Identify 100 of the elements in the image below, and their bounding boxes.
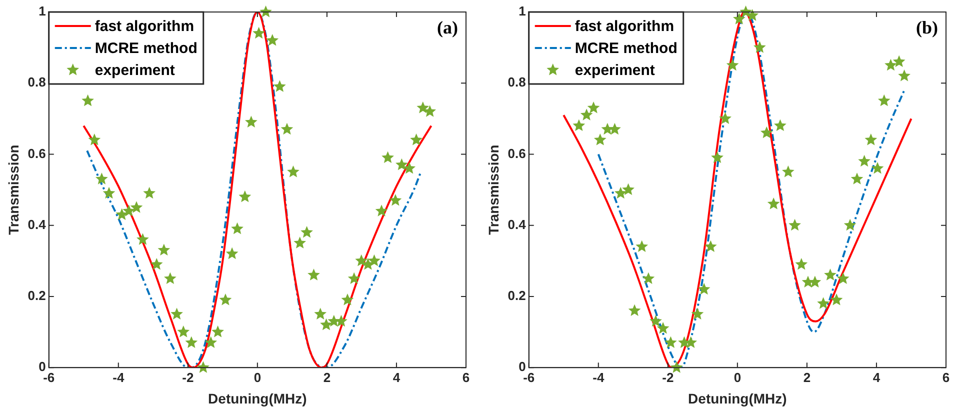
point <box>185 336 198 348</box>
x-tick-label: -4 <box>112 370 125 385</box>
point <box>878 94 890 106</box>
point <box>231 222 244 234</box>
point <box>355 254 368 266</box>
y-tick-label: 0 <box>518 359 526 374</box>
point <box>698 282 710 295</box>
x-tick-label: 2 <box>803 370 811 385</box>
point <box>164 272 176 284</box>
point <box>830 294 843 306</box>
y-tick-label: 0.4 <box>508 216 527 232</box>
point <box>382 151 394 164</box>
annotation: (a) <box>437 18 458 38</box>
point <box>150 258 163 270</box>
x-tick-label: 0 <box>254 370 262 385</box>
y-tick-label: 1 <box>518 4 526 19</box>
y-tick-label: 0.4 <box>28 216 47 232</box>
x-tick-label: -2 <box>662 370 674 385</box>
point <box>864 134 878 146</box>
point <box>238 190 252 202</box>
y-tick-label: 0.2 <box>28 288 46 304</box>
point <box>300 226 313 238</box>
y-tick-label: 0.8 <box>28 74 46 90</box>
point <box>177 326 190 338</box>
point <box>788 218 801 231</box>
y-axis-title: Transmission <box>5 144 22 235</box>
point <box>572 119 586 132</box>
point <box>608 122 621 135</box>
legend-label: fast algorithm <box>94 18 194 36</box>
point <box>403 162 416 174</box>
point <box>368 254 380 266</box>
x-tick-label: 6 <box>462 370 470 385</box>
x-tick-label: 4 <box>872 370 881 385</box>
y-tick-label: 0 <box>38 359 46 374</box>
legend-label: experiment <box>94 62 175 80</box>
point <box>396 158 408 170</box>
x-axis-title: Detuning(MHz) <box>688 390 787 406</box>
point <box>158 244 170 256</box>
point <box>143 186 156 199</box>
point <box>871 162 884 174</box>
point <box>622 183 634 196</box>
point <box>650 314 662 327</box>
point <box>892 55 906 68</box>
y-tick-label: 0.6 <box>28 146 46 161</box>
point <box>817 297 830 309</box>
point <box>348 272 360 284</box>
point <box>335 314 348 327</box>
point <box>836 272 850 284</box>
x-tick-label: -2 <box>182 370 194 385</box>
point <box>719 112 732 124</box>
point <box>375 204 388 216</box>
point <box>656 322 670 334</box>
point <box>96 172 108 184</box>
point <box>82 94 94 106</box>
legend-label: fast algorithm <box>574 18 674 36</box>
point <box>795 258 808 270</box>
x-tick-label: 2 <box>323 370 331 385</box>
point <box>711 151 724 164</box>
legend-label: MCRE method <box>574 40 678 58</box>
point <box>308 268 320 280</box>
point <box>130 201 143 213</box>
point <box>102 186 116 199</box>
point <box>212 326 224 338</box>
point <box>691 308 704 320</box>
point <box>226 247 238 260</box>
x-tick-label: -6 <box>43 370 55 385</box>
point <box>587 102 600 114</box>
point <box>858 154 870 167</box>
point <box>594 134 606 146</box>
point <box>416 102 430 114</box>
y-tick-label: 0.2 <box>508 288 526 304</box>
x-tick-label: 6 <box>942 370 950 385</box>
point <box>314 308 327 320</box>
point <box>704 240 717 252</box>
point <box>732 12 746 24</box>
point <box>664 336 677 348</box>
point <box>824 268 836 280</box>
y-tick-label: 0.8 <box>508 74 526 90</box>
point <box>280 122 294 135</box>
legend-label: experiment <box>574 62 655 80</box>
y-tick-label: 0.6 <box>508 146 526 161</box>
point <box>274 80 286 92</box>
point <box>850 172 864 184</box>
point <box>760 126 773 138</box>
x-tick-label: -6 <box>523 370 535 385</box>
point <box>844 218 856 231</box>
point <box>88 134 101 146</box>
point <box>341 294 354 306</box>
point <box>636 240 648 252</box>
point <box>884 58 897 71</box>
point <box>389 194 402 206</box>
point <box>244 116 258 128</box>
point <box>410 134 422 146</box>
point <box>782 166 794 178</box>
point <box>754 41 766 53</box>
x-tick-label: 0 <box>734 370 742 385</box>
point <box>726 58 739 71</box>
point <box>628 304 641 316</box>
point <box>614 186 627 199</box>
x-tick-label: 4 <box>392 370 401 385</box>
